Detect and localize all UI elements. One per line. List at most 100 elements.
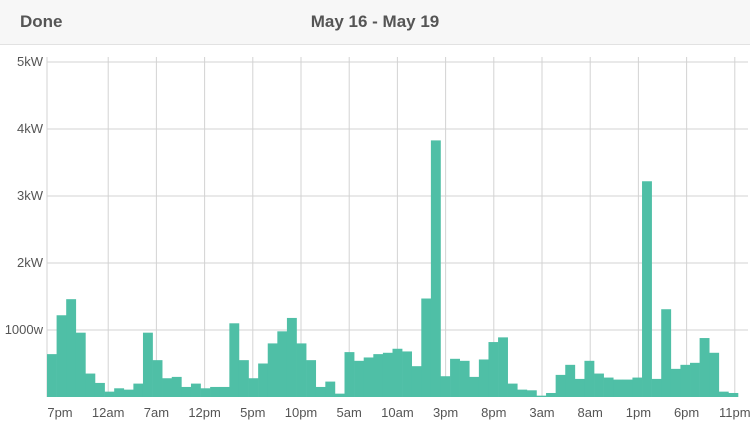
bar xyxy=(526,390,537,397)
bar xyxy=(555,374,566,397)
y-tick-label: 5kW xyxy=(17,54,44,69)
bar xyxy=(258,363,269,397)
bar xyxy=(584,360,595,397)
bar xyxy=(613,379,624,397)
bar xyxy=(171,376,182,397)
bar xyxy=(229,323,240,397)
bar xyxy=(181,386,192,397)
bar xyxy=(142,332,153,397)
bar xyxy=(392,348,403,397)
x-tick-label: 8am xyxy=(578,405,603,420)
bar xyxy=(699,338,710,397)
bar xyxy=(334,393,345,397)
bar xyxy=(651,378,662,397)
bar xyxy=(498,337,508,397)
y-tick-label: 2kW xyxy=(17,255,44,270)
navigation-bar: Done May 16 - May 19 xyxy=(0,0,750,45)
bar xyxy=(718,391,729,397)
bar xyxy=(114,388,125,397)
bar xyxy=(670,368,681,397)
bar xyxy=(517,389,528,397)
bar xyxy=(450,358,460,397)
bar xyxy=(507,383,518,397)
bar xyxy=(296,343,307,397)
bars xyxy=(47,140,739,397)
bar xyxy=(402,351,412,397)
bar xyxy=(219,386,230,397)
bar xyxy=(267,343,278,397)
bar xyxy=(546,392,556,397)
y-tick-label: 4kW xyxy=(17,121,44,136)
bar xyxy=(238,360,249,397)
bar xyxy=(152,360,163,397)
x-tick-label: 5am xyxy=(337,405,362,420)
date-range-title: May 16 - May 19 xyxy=(310,12,440,31)
bar xyxy=(440,376,451,397)
bar xyxy=(133,383,144,397)
bar xyxy=(680,364,691,397)
bar xyxy=(123,389,134,397)
bar xyxy=(363,357,374,397)
bar xyxy=(200,388,211,397)
bar xyxy=(430,140,441,397)
x-tick-label: 10pm xyxy=(285,405,318,420)
x-tick-label: 6pm xyxy=(674,405,699,420)
bar xyxy=(66,299,77,397)
power-bar-chart: 1000w 2kW 3kW 4kW 5kW 7pm 12am 7am 12pm 5pm 10pm 5… xyxy=(5,54,750,420)
bar xyxy=(277,331,288,397)
bar xyxy=(354,360,365,397)
bar xyxy=(382,352,393,397)
x-tick-label: 11pm xyxy=(719,405,750,420)
x-tick-label: 1pm xyxy=(626,405,651,420)
bar xyxy=(642,181,652,397)
bar xyxy=(728,392,739,397)
bar xyxy=(690,362,700,397)
bar xyxy=(421,298,432,397)
bar xyxy=(248,378,259,397)
bar xyxy=(565,364,576,397)
x-tick-label: 3pm xyxy=(433,405,458,420)
x-tick-label: 7am xyxy=(144,405,169,420)
bar xyxy=(373,354,384,397)
bar xyxy=(344,352,355,397)
bar xyxy=(75,332,86,397)
y-axis-ticks: 1000w 2kW 3kW 4kW 5kW xyxy=(5,54,44,337)
bar xyxy=(210,386,221,397)
bar xyxy=(488,342,499,397)
bar xyxy=(85,373,96,397)
bar xyxy=(94,382,105,397)
bar xyxy=(536,395,547,397)
y-tick-label: 3kW xyxy=(17,188,44,203)
bar xyxy=(315,386,326,397)
x-tick-label: 8pm xyxy=(481,405,506,420)
done-button[interactable]: Done xyxy=(20,12,63,31)
bar xyxy=(286,317,297,397)
bar xyxy=(661,309,672,397)
bar xyxy=(469,376,480,397)
x-tick-label: 5pm xyxy=(240,405,265,420)
bar xyxy=(306,360,317,397)
bar xyxy=(622,379,633,397)
bar xyxy=(478,359,489,397)
bar xyxy=(594,373,604,397)
bar xyxy=(190,383,201,397)
bar xyxy=(56,315,67,397)
bar xyxy=(459,360,470,397)
grid-lines xyxy=(46,57,748,397)
bar xyxy=(104,391,115,397)
x-tick-label: 12am xyxy=(92,405,125,420)
bar xyxy=(632,377,643,397)
x-axis-ticks: 7pm 12am 7am 12pm 5pm 10pm 5am 10am 3pm 8pm 3am 8am… xyxy=(47,405,750,420)
bar xyxy=(709,352,720,397)
x-tick-label: 7pm xyxy=(47,405,72,420)
bar xyxy=(574,378,585,397)
x-tick-label: 3am xyxy=(529,405,554,420)
x-tick-label: 10am xyxy=(381,405,414,420)
bar xyxy=(162,378,173,397)
bar xyxy=(47,354,57,397)
bar xyxy=(411,366,422,397)
bar xyxy=(603,377,614,397)
y-tick-label: 1000w xyxy=(5,322,44,337)
bar xyxy=(325,381,336,397)
x-tick-label: 12pm xyxy=(188,405,221,420)
